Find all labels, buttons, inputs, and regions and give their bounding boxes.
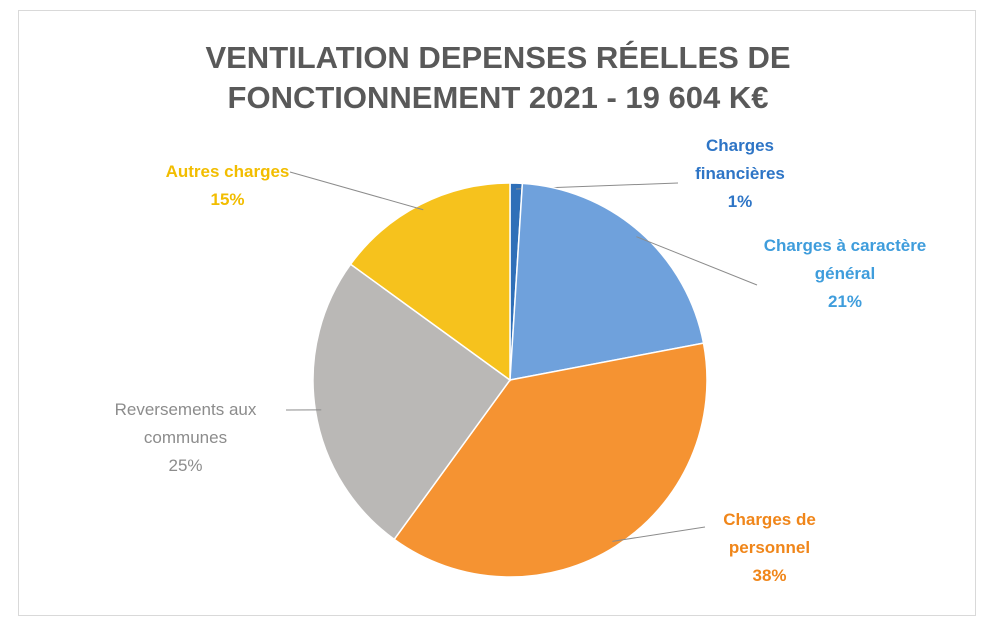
category-label: Charges financières [695, 136, 785, 183]
leader-line [612, 526, 706, 542]
category-label: Charges de personnel [723, 510, 816, 557]
data-label: Charges de personnel 38% [712, 506, 827, 590]
data-label: Charges financières 1% [680, 132, 800, 216]
value-label: 21% [827, 292, 863, 311]
chart-title: VENTILATION DEPENSES RÉELLES DE FONCTION… [205, 40, 791, 115]
pie-slice [312, 263, 512, 541]
chart-title-box: VENTILATION DEPENSES RÉELLES DE FONCTION… [0, 38, 996, 118]
data-label: Charges à caractère général 21% [760, 232, 930, 316]
value-label: 1% [727, 192, 753, 211]
pie-slice [509, 182, 705, 381]
category-label: Charges à caractère général [763, 236, 927, 283]
pie-slice [393, 342, 708, 578]
leader-line [636, 236, 758, 286]
chart-frame [18, 10, 976, 616]
data-label: Autres charges 15% [140, 158, 315, 214]
category-label: Reversements aux communes [114, 400, 257, 447]
value-label: 15% [210, 190, 245, 209]
pie-slice [349, 182, 511, 382]
data-label: Reversements aux communes 25% [88, 396, 283, 480]
leader-line [289, 171, 424, 211]
value-label: 38% [752, 566, 787, 585]
value-label: 25% [168, 456, 203, 475]
category-label: Autres charges [165, 162, 290, 181]
